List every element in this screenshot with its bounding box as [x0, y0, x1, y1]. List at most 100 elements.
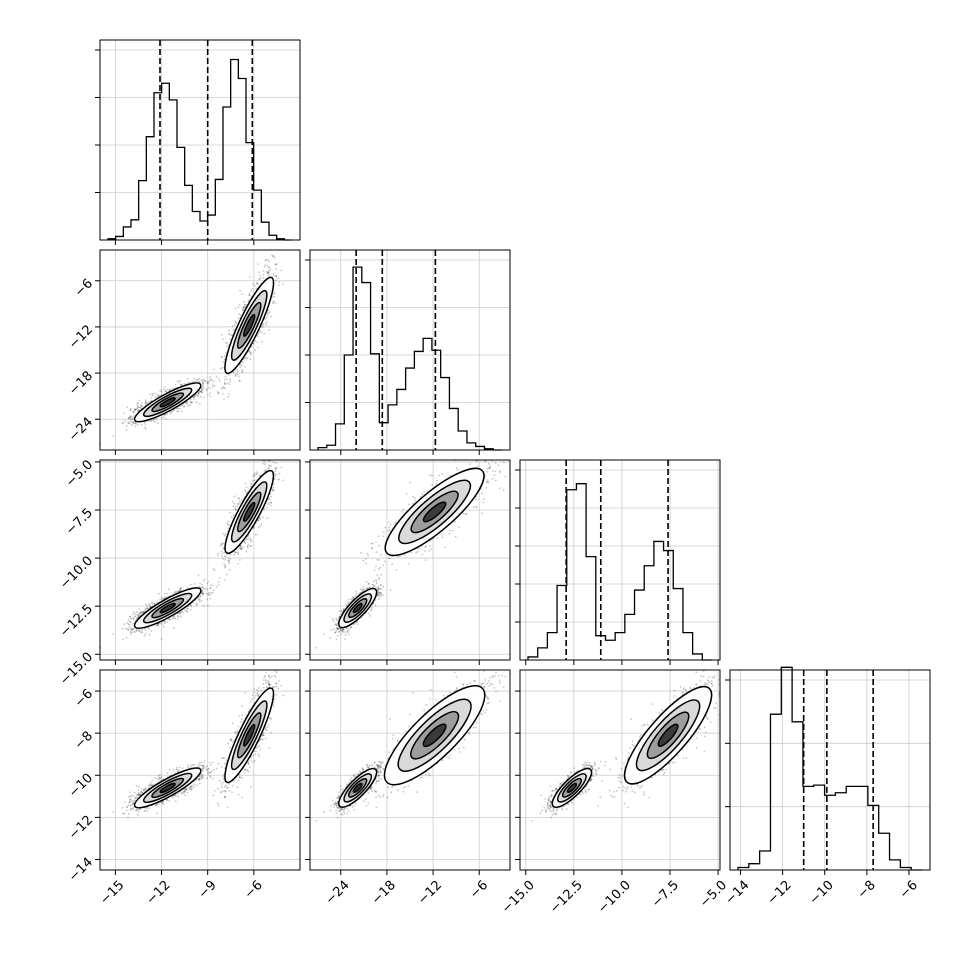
sample-point: [260, 331, 263, 334]
sample-point: [159, 390, 162, 393]
sample-point: [277, 284, 280, 286]
sample-point: [274, 275, 277, 277]
sample-point: [268, 464, 270, 466]
sample-point: [199, 390, 201, 393]
sample-point: [223, 381, 226, 384]
sample-point: [189, 401, 192, 403]
sample-point: [220, 550, 223, 553]
sample-point: [249, 351, 252, 354]
sample-point: [239, 366, 242, 369]
sample-point: [133, 408, 136, 411]
sample-point: [130, 408, 132, 411]
sample-point: [207, 382, 210, 385]
sample-point: [267, 271, 270, 274]
sample-point: [264, 259, 267, 262]
sample-point: [224, 376, 227, 378]
sample-point: [254, 340, 257, 342]
sample-point: [132, 613, 134, 616]
sample-point: [183, 405, 185, 408]
sample-point: [190, 402, 192, 404]
sample-point: [264, 322, 267, 325]
sample-point: [250, 346, 253, 348]
sample-point: [127, 421, 129, 424]
sample-point: [186, 378, 189, 380]
sample-point: [223, 387, 226, 389]
sample-point: [270, 315, 272, 318]
sample-point: [205, 388, 208, 391]
sample-point: [228, 329, 230, 332]
sample-point: [247, 300, 250, 303]
sample-point: [203, 380, 206, 382]
sample-point: [217, 377, 220, 380]
sample-point: [141, 628, 143, 631]
sample-point: [257, 335, 260, 338]
sample-point: [240, 364, 243, 367]
sample-point: [236, 551, 239, 554]
sample-point: [262, 270, 265, 272]
sample-point: [282, 479, 285, 482]
sample-point: [261, 516, 264, 519]
sample-point: [197, 597, 200, 599]
sample-point: [249, 358, 252, 361]
sample-point: [270, 504, 272, 507]
sample-point: [193, 396, 196, 398]
sample-point: [241, 309, 244, 312]
sample-point: [129, 631, 132, 633]
sample-point: [162, 416, 165, 419]
sample-point: [129, 416, 131, 419]
sample-point: [164, 417, 167, 420]
sample-point: [189, 608, 192, 611]
sample-point: [183, 383, 186, 385]
sample-point: [126, 628, 128, 631]
sample-point: [274, 302, 277, 305]
sample-point: [132, 422, 134, 425]
sample-point: [137, 612, 140, 615]
sample-point: [260, 523, 263, 526]
sample-point: [204, 587, 207, 590]
sample-point: [201, 386, 204, 389]
sample-point: [217, 584, 220, 586]
sample-point: [160, 596, 163, 599]
sample-point: [268, 260, 270, 263]
sample-point: [260, 326, 263, 329]
sample-point: [272, 255, 274, 258]
sample-point: [161, 390, 163, 393]
sample-point: [268, 266, 270, 269]
sample-point: [270, 501, 273, 504]
sample-point: [227, 395, 230, 398]
sample-point: [198, 381, 201, 383]
histogram-step: [107, 58, 292, 241]
sample-point: [239, 314, 242, 316]
sample-point: [230, 516, 233, 519]
sample-point: [236, 369, 239, 371]
sample-point: [248, 537, 251, 540]
sample-point: [275, 263, 278, 265]
sample-point: [253, 342, 255, 345]
sample-point: [233, 502, 236, 505]
sample-point: [267, 312, 270, 314]
sample-point: [229, 557, 232, 560]
sample-point: [239, 559, 241, 561]
sample-point: [210, 584, 212, 586]
sample-point: [212, 385, 214, 388]
sample-point: [197, 394, 200, 397]
sample-point: [219, 367, 222, 370]
sample-point: [225, 341, 227, 344]
histogram-panel: [305, 249, 511, 455]
sample-point: [222, 361, 225, 364]
sample-point: [221, 555, 223, 558]
sample-point: [202, 382, 204, 385]
sample-point: [202, 396, 205, 399]
sample-point: [215, 585, 218, 588]
sample-point: [220, 552, 223, 555]
sample-point: [268, 275, 271, 277]
sample-point: [239, 380, 241, 382]
sample-point: [255, 282, 258, 285]
sample-point: [272, 301, 275, 303]
sample-point: [271, 296, 274, 298]
sample-point: [228, 392, 231, 395]
sample-point: [176, 615, 179, 617]
sample-point: [254, 349, 256, 351]
sample-point: [166, 621, 169, 624]
sample-point: [244, 489, 247, 491]
